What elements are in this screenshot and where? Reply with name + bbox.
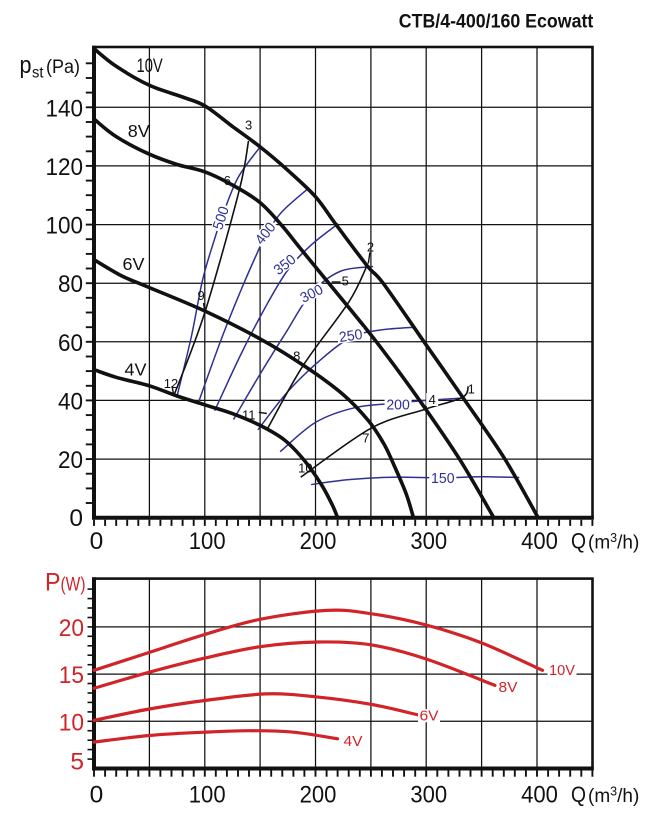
svg-text:Q: Q bbox=[571, 529, 586, 554]
svg-text:7: 7 bbox=[362, 430, 369, 445]
svg-text:4: 4 bbox=[429, 392, 436, 407]
svg-text:150: 150 bbox=[431, 471, 455, 487]
svg-text:120: 120 bbox=[46, 154, 84, 181]
svg-text:3: 3 bbox=[245, 117, 252, 132]
svg-text:P: P bbox=[45, 569, 61, 597]
svg-text:80: 80 bbox=[58, 271, 83, 298]
svg-text:20: 20 bbox=[58, 447, 83, 474]
svg-text:6V: 6V bbox=[420, 709, 439, 725]
svg-text:100: 100 bbox=[46, 213, 84, 240]
svg-text:1: 1 bbox=[468, 381, 475, 396]
svg-text:2: 2 bbox=[367, 239, 374, 254]
svg-text:st: st bbox=[32, 65, 44, 82]
svg-text:15: 15 bbox=[59, 662, 84, 689]
svg-text:500: 500 bbox=[210, 205, 232, 232]
svg-text:4V: 4V bbox=[344, 734, 363, 750]
svg-text:100: 100 bbox=[189, 528, 226, 555]
svg-text:5: 5 bbox=[70, 749, 84, 776]
svg-text:300: 300 bbox=[410, 781, 447, 808]
svg-text:10: 10 bbox=[59, 709, 84, 736]
svg-text:CTB/4-400/160 Ecowatt: CTB/4-400/160 Ecowatt bbox=[399, 10, 594, 32]
svg-text:10: 10 bbox=[298, 461, 312, 476]
svg-text:5: 5 bbox=[342, 274, 349, 289]
svg-text:11: 11 bbox=[242, 407, 256, 422]
svg-text:200: 200 bbox=[300, 781, 337, 808]
svg-text:200: 200 bbox=[386, 398, 410, 414]
svg-text:0: 0 bbox=[69, 505, 83, 532]
svg-text:4V: 4V bbox=[125, 360, 147, 380]
svg-text:p: p bbox=[20, 52, 32, 79]
svg-text:8: 8 bbox=[293, 349, 300, 364]
svg-text:(Pa): (Pa) bbox=[46, 57, 80, 78]
svg-text:400: 400 bbox=[521, 528, 558, 555]
svg-text:20: 20 bbox=[59, 615, 84, 642]
svg-text:8V: 8V bbox=[128, 121, 150, 141]
svg-text:250: 250 bbox=[338, 327, 363, 346]
svg-text:10V: 10V bbox=[137, 56, 163, 77]
svg-text:9: 9 bbox=[197, 288, 204, 303]
svg-text:6V: 6V bbox=[123, 254, 145, 274]
svg-text:300: 300 bbox=[410, 528, 447, 555]
svg-text:60: 60 bbox=[58, 330, 83, 357]
svg-text:0: 0 bbox=[90, 528, 104, 555]
svg-text:(m3/h): (m3/h) bbox=[588, 531, 639, 554]
svg-text:6: 6 bbox=[224, 173, 231, 188]
svg-text:8V: 8V bbox=[499, 680, 518, 696]
svg-text:140: 140 bbox=[46, 95, 84, 122]
svg-text:400: 400 bbox=[521, 781, 558, 808]
svg-text:12: 12 bbox=[164, 376, 178, 391]
svg-text:0: 0 bbox=[90, 781, 104, 808]
svg-text:Q: Q bbox=[571, 782, 586, 807]
svg-text:100: 100 bbox=[189, 781, 226, 808]
svg-text:10V: 10V bbox=[549, 663, 575, 679]
svg-text:200: 200 bbox=[300, 528, 337, 555]
svg-text:(W): (W) bbox=[61, 574, 86, 596]
svg-text:(m3/h): (m3/h) bbox=[588, 785, 639, 808]
svg-text:40: 40 bbox=[58, 388, 83, 415]
